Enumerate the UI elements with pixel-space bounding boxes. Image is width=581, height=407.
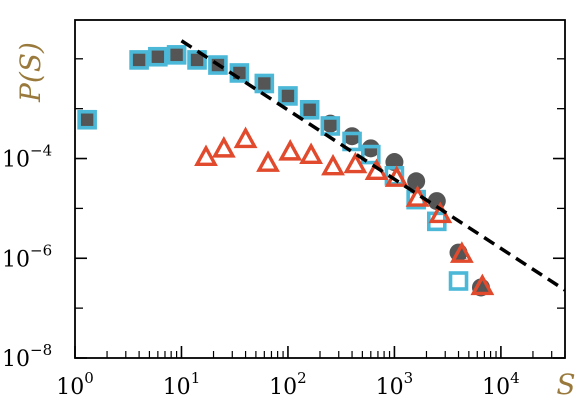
series-1-point-fill: [282, 90, 293, 101]
x-tick-label: 102: [269, 369, 307, 400]
ticks-layer: [74, 58, 566, 359]
series-2-point: [449, 241, 474, 263]
series-1-point: [208, 55, 228, 75]
fit-line: [180, 39, 565, 292]
x-tick-label: 100: [56, 369, 94, 400]
series-1-point-fill: [192, 54, 203, 65]
series-2-point: [343, 151, 368, 174]
series-1-point-fill: [234, 67, 245, 78]
series-1-point: [342, 131, 362, 152]
series-1-point-fill: [134, 54, 145, 65]
fit-line-layer: [180, 39, 565, 292]
series-2-point: [256, 150, 280, 172]
x-tick-label: 103: [376, 369, 414, 400]
series-1-point: [448, 271, 469, 291]
series-2-point: [233, 126, 258, 149]
series-2-point: [321, 153, 345, 176]
series-2-point: [194, 144, 218, 167]
series-1-point-fill: [325, 120, 336, 131]
tick-labels-layer: 100 101 102 103 104 10−8 10−6 10−4: [2, 142, 520, 400]
series-1-point-fill: [82, 114, 93, 125]
series-3-point: [477, 282, 488, 292]
series-1-point-fill: [171, 49, 182, 60]
series-1-point: [361, 144, 381, 165]
y-axis-label: P(S): [14, 42, 47, 103]
series-1-point: [278, 86, 298, 106]
x-axis-label: S: [556, 368, 575, 401]
x-tick-label: 104: [482, 369, 520, 400]
markers-layer: [77, 45, 495, 297]
y-tick-label: 10−4: [2, 142, 52, 173]
series-0-point: [407, 172, 426, 191]
series-1-point: [166, 45, 187, 65]
series-1-point-fill: [152, 51, 163, 62]
series-1-point: [129, 50, 149, 70]
series-1-point: [77, 109, 97, 130]
series-1-point-fill: [259, 78, 270, 89]
series-2-point: [299, 142, 324, 165]
series-3-point: [457, 250, 467, 259]
series-2-point: [211, 136, 236, 158]
y-tick-label: 10−8: [2, 341, 52, 372]
series-1-point: [299, 99, 320, 120]
series-2-point: [470, 273, 495, 296]
x-tick-label: 101: [163, 369, 201, 400]
series-1-point-fill: [304, 104, 315, 115]
plot-frame: [74, 19, 566, 359]
y-tick-label: 10−6: [2, 241, 52, 272]
series-1-point: [254, 73, 275, 94]
series-1-point: [148, 46, 168, 67]
series-1-point: [320, 116, 341, 136]
series-2-point: [278, 139, 303, 161]
